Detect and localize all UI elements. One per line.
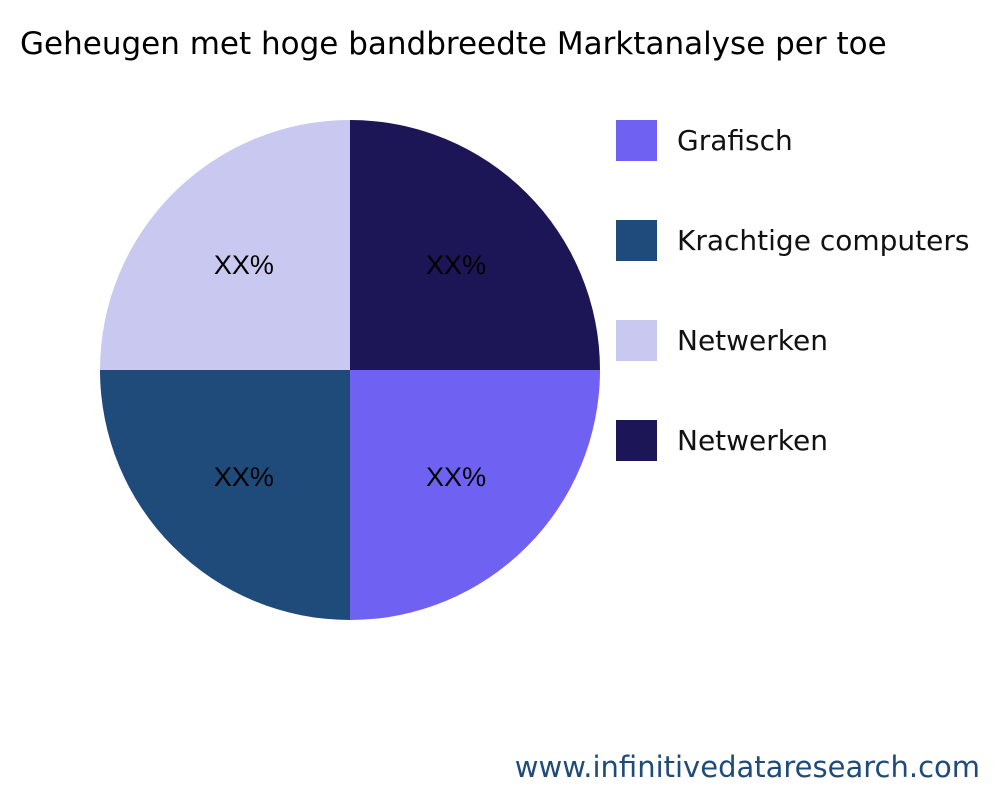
slice-label: XX% <box>426 250 486 280</box>
legend-item[interactable]: Grafisch <box>616 119 793 161</box>
slice-label: XX% <box>214 462 274 492</box>
slice-label: XX% <box>426 462 486 492</box>
legend-swatch <box>616 219 657 261</box>
legend-swatch <box>616 119 657 161</box>
legend-label: Krachtige computers <box>677 223 970 257</box>
slice-label: XX% <box>214 250 274 280</box>
pie-slice <box>100 370 350 620</box>
pie-slice <box>350 120 600 370</box>
legend-item[interactable]: Netwerken <box>616 419 828 461</box>
legend-label: Netwerken <box>677 423 828 457</box>
legend-item[interactable]: Krachtige computers <box>616 219 969 261</box>
watermark[interactable]: www.infinitivedataresearch.com <box>514 750 980 784</box>
pie-slice <box>100 120 350 370</box>
chart-title: Geheugen met hoge bandbreedte Marktanaly… <box>20 26 887 62</box>
legend-swatch <box>616 319 657 361</box>
pie-slice <box>350 370 600 620</box>
legend-swatch <box>616 419 657 461</box>
legend-label: Grafisch <box>677 123 793 157</box>
legend-label: Netwerken <box>677 323 828 357</box>
legend-item[interactable]: Netwerken <box>616 319 828 361</box>
